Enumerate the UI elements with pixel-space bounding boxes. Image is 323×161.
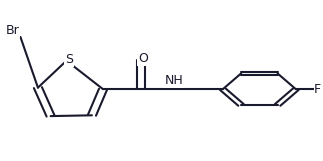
Text: O: O xyxy=(138,52,148,65)
Text: Br: Br xyxy=(5,24,19,37)
Text: S: S xyxy=(65,53,73,66)
Text: NH: NH xyxy=(164,74,183,87)
Text: F: F xyxy=(314,83,321,96)
